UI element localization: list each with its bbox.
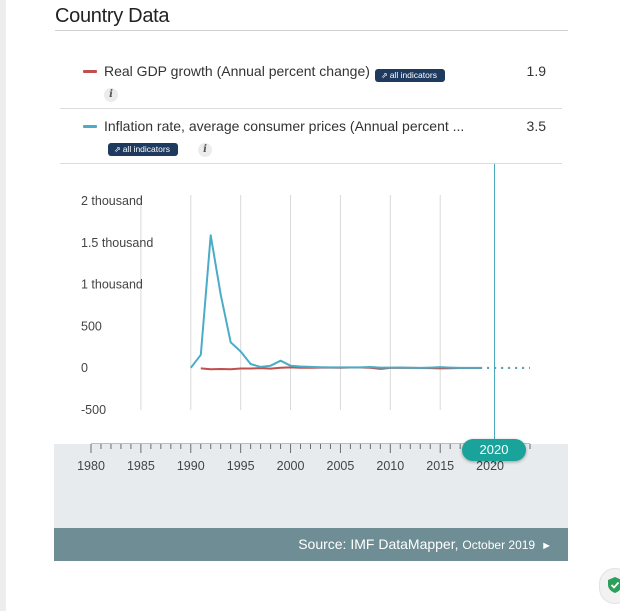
section-title: Country Data (55, 5, 170, 27)
series-line-inflation (190, 234, 481, 369)
x-tick-label: 1995 (227, 459, 255, 473)
x-tick-label: 1990 (177, 459, 205, 473)
gdp-legend-swatch (83, 70, 97, 73)
x-tick-label: 2020 (476, 459, 504, 473)
all-indicators-link-gdp[interactable]: ⇗ all indicators (375, 69, 445, 82)
indicator-value-inflation: 3.5 (526, 118, 546, 134)
info-icon[interactable]: i (198, 143, 212, 157)
indicator-row-gdp[interactable]: Real GDP growth (Annual percent change) … (60, 60, 562, 104)
all-indicators-label: all indicators (122, 144, 170, 154)
y-tick-label: 2 thousand (81, 194, 143, 208)
selected-year-line (494, 164, 495, 464)
play-arrow-icon: ► (541, 540, 552, 552)
source-label: Source: IMF DataMapper, (298, 536, 459, 552)
x-tick-label: 2015 (426, 459, 454, 473)
x-tick-label: 2010 (376, 459, 404, 473)
indicator-label-inflation: Inflation rate, average consumer prices … (104, 118, 465, 134)
source-date: October 2019 (462, 538, 536, 552)
indicator-label-gdp: Real GDP growth (Annual percent change) (104, 63, 370, 79)
row-divider (60, 108, 562, 109)
inflation-legend-swatch (83, 125, 97, 128)
trend-icon: ⇗ (381, 71, 388, 80)
shield-badge[interactable] (599, 568, 620, 604)
info-icon[interactable]: i (104, 88, 118, 102)
source-link[interactable]: Source: IMF DataMapper, October 2019 ► (298, 536, 552, 552)
all-indicators-label: all indicators (389, 70, 437, 80)
x-tick-label: 1985 (127, 459, 155, 473)
y-tick-label: 500 (81, 319, 102, 333)
x-tick-label: 1980 (77, 459, 105, 473)
source-bar[interactable]: Source: IMF DataMapper, October 2019 ► (54, 528, 568, 561)
x-tick-label: 2000 (277, 459, 305, 473)
row-divider (60, 163, 562, 164)
indicator-value-gdp: 1.9 (526, 63, 546, 79)
indicator-row-inflation[interactable]: Inflation rate, average consumer prices … (60, 115, 562, 159)
x-tick-label: 2005 (327, 459, 355, 473)
all-indicators-link-inflation[interactable]: ⇗ all indicators (108, 143, 178, 156)
left-page-margin (0, 0, 6, 611)
line-chart: 2 thousand 1.5 thousand 1 thousand 500 0 -500… (77, 194, 531, 473)
selected-year-handle[interactable]: 2020 (462, 439, 526, 461)
y-tick-label: -500 (81, 403, 106, 417)
y-tick-label: 1.5 thousand (81, 236, 153, 250)
trend-icon: ⇗ (114, 145, 121, 154)
y-tick-label: 1 thousand (81, 278, 143, 292)
shield-icon (608, 577, 620, 593)
y-tick-label: 0 (81, 361, 88, 375)
title-divider (55, 30, 568, 31)
